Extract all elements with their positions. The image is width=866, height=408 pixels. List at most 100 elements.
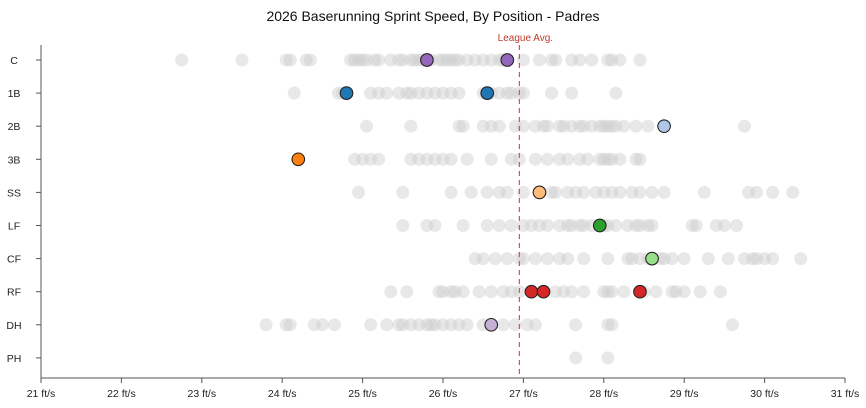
league-point <box>504 219 518 232</box>
padres-point <box>592 218 607 233</box>
padres-points <box>291 53 671 332</box>
league-point <box>364 152 378 166</box>
x-ticks: 21 ft/s 22 ft/s 23 ft/s 24 ft/s 25 ft/s 26 ft… <box>27 378 860 400</box>
league-point <box>613 185 627 199</box>
league-point <box>725 318 739 332</box>
padres-point <box>532 185 547 200</box>
x-tick-label: 23 ft/s <box>187 388 216 400</box>
league-point <box>464 185 478 199</box>
league-point <box>609 86 623 100</box>
league-point <box>456 285 470 299</box>
league-point <box>750 252 764 266</box>
x-tick-label: 26 ft/s <box>429 388 458 400</box>
league-point <box>689 219 703 232</box>
league-point <box>356 53 370 67</box>
league-point <box>492 86 506 100</box>
league-point <box>520 318 534 332</box>
league-point <box>605 53 619 67</box>
league-point <box>404 318 418 332</box>
padres-point <box>645 251 659 266</box>
x-tick-label: 28 ft/s <box>589 388 618 400</box>
league-point <box>697 185 711 199</box>
league-point <box>420 86 434 100</box>
league-point <box>633 219 647 232</box>
league-point <box>400 285 414 299</box>
league-point <box>476 119 490 133</box>
league-point <box>484 152 498 166</box>
league-point <box>597 285 611 299</box>
league-point <box>480 219 494 232</box>
y-tick-label: RF <box>7 287 21 299</box>
league-point <box>766 185 780 199</box>
league-point <box>528 119 542 133</box>
league-point <box>436 318 450 332</box>
league-point <box>713 285 727 299</box>
league-point <box>436 152 450 166</box>
league-point <box>537 119 550 133</box>
league-point <box>516 119 530 133</box>
league-point <box>633 152 647 166</box>
x-tick-label: 29 ft/s <box>670 388 699 400</box>
league-point <box>569 318 583 332</box>
league-point <box>516 219 530 232</box>
league-point <box>597 152 611 166</box>
league-point <box>436 285 450 299</box>
league-point <box>400 86 414 100</box>
league-point <box>665 285 679 299</box>
y-tick-label: DH <box>6 320 21 332</box>
league-point <box>729 219 743 232</box>
league-point <box>460 318 474 332</box>
league-point <box>392 318 406 332</box>
league-point <box>392 53 406 67</box>
x-tick-label: 24 ft/s <box>268 388 297 400</box>
league-point <box>380 318 394 332</box>
league-point <box>657 185 671 199</box>
league-point <box>412 318 426 332</box>
league-point <box>601 285 615 299</box>
league-point <box>609 219 623 232</box>
x-tick-label: 22 ft/s <box>107 388 136 400</box>
league-point <box>577 252 591 266</box>
x-tick-label: 31 ft/s <box>831 388 860 400</box>
league-point <box>456 119 470 133</box>
league-point <box>786 185 800 199</box>
league-point <box>532 53 546 67</box>
league-point <box>549 53 563 67</box>
reference-line-group: League Avg. <box>498 33 553 378</box>
league-point <box>569 185 583 199</box>
league-point <box>601 119 615 133</box>
league-point <box>283 53 297 67</box>
y-tick-label: SS <box>7 187 21 199</box>
league-point <box>440 53 454 67</box>
league-point <box>492 119 506 133</box>
league-point <box>557 285 571 299</box>
league-point <box>605 152 619 166</box>
league-point <box>504 86 518 100</box>
league-point <box>613 152 627 166</box>
league-point <box>348 152 362 166</box>
league-point <box>500 185 514 199</box>
league-point <box>597 185 611 199</box>
league-point <box>758 252 772 266</box>
league-point <box>424 318 438 332</box>
league-point <box>577 219 591 232</box>
league-point <box>565 119 579 133</box>
league-point <box>605 318 619 332</box>
league-point <box>492 185 506 199</box>
league-point <box>577 185 591 199</box>
league-point <box>484 119 498 133</box>
league-point <box>476 252 490 266</box>
league-point <box>701 252 715 266</box>
league-point <box>380 86 394 100</box>
league-point <box>364 318 378 332</box>
league-point <box>561 152 575 166</box>
league-point <box>746 252 760 266</box>
league-point <box>283 318 297 332</box>
league-point <box>175 53 189 67</box>
league-point <box>392 86 406 100</box>
league-point <box>404 86 418 100</box>
league-point <box>573 53 587 67</box>
league-point <box>553 219 567 232</box>
y-tick-label: LF <box>8 221 20 233</box>
